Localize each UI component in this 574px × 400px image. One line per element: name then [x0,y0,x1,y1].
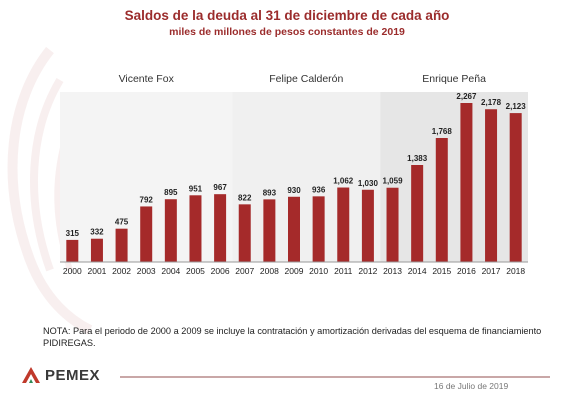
footer-date: 16 de Julio de 2019 [434,381,509,391]
bar [411,165,424,262]
period-label: Vicente Fox [119,73,175,85]
bar-value-label: 967 [213,183,227,192]
bar [263,199,276,262]
bar [66,239,79,262]
bar [238,204,251,262]
footer-divider [120,376,550,378]
pemex-logo: PEMEX [20,365,100,385]
bar [288,196,300,262]
bar-value-label: 1,768 [432,127,453,136]
pemex-flame-icon [22,367,40,383]
bar [485,109,498,262]
bar [312,196,325,262]
bar [140,206,153,262]
x-tick-label: 2015 [432,266,451,276]
bar-value-label: 2,267 [456,92,477,101]
x-tick-label: 2000 [63,266,82,276]
logo-text: PEMEX [45,366,101,384]
chart-title: Saldos de la deuda al 31 de diciembre de… [124,8,450,23]
bar [435,137,448,262]
debt-bar-chart: Vicente Fox Felipe Calderón Enrique Peña 31… [60,73,528,276]
x-tick-label: 2004 [161,266,180,276]
x-tick-label: 2007 [235,266,254,276]
bar-value-label: 1,383 [407,154,428,163]
chart-subtitle: miles de millones de pesos constantes de… [169,26,405,38]
x-tick-label: 2008 [260,266,279,276]
x-tick-label: 2006 [211,266,230,276]
bar [189,195,202,262]
bar-value-label: 822 [238,193,252,202]
bar [115,228,128,262]
bar-value-label: 2,178 [481,98,502,107]
bar-value-label: 1,059 [383,177,404,186]
x-tick-label: 2017 [482,266,501,276]
bar-value-label: 475 [115,218,129,227]
x-tick-label: 2013 [383,266,402,276]
bar-value-label: 895 [164,188,178,197]
period-band [232,92,381,262]
x-tick-label: 2012 [358,266,377,276]
x-tick-label: 2002 [112,266,131,276]
period-band [380,92,528,262]
x-tick-label: 2018 [506,266,525,276]
bar-value-label: 951 [189,184,203,193]
x-tick-label: 2016 [457,266,476,276]
x-tick-label: 2005 [186,266,205,276]
x-tick-label: 2011 [334,266,353,276]
bar [164,199,177,262]
bar-value-label: 936 [312,185,326,194]
bar-value-label: 930 [287,186,301,195]
period-label: Felipe Calderón [269,73,343,85]
bar-value-label: 2,123 [506,102,527,111]
bar [214,194,227,262]
bar [386,187,399,262]
x-tick-label: 2009 [285,266,304,276]
period-label: Enrique Peña [422,73,486,85]
bar [361,189,374,262]
bar [460,103,473,262]
bar-value-label: 332 [90,228,104,237]
footnote: NOTA: Para el periodo de 2000 a 2009 se … [43,326,542,348]
x-tick-label: 2003 [137,266,156,276]
bar-value-label: 1,030 [358,179,379,188]
bar-value-label: 893 [263,188,277,197]
bar-value-label: 315 [66,229,80,238]
bar [337,187,350,262]
bar [90,238,103,262]
x-tick-label: 2001 [87,266,106,276]
bar-value-label: 792 [140,195,154,204]
bar-value-label: 1,062 [333,177,354,186]
x-tick-label: 2010 [309,266,328,276]
x-tick-label: 2014 [408,266,427,276]
bar [509,113,522,262]
